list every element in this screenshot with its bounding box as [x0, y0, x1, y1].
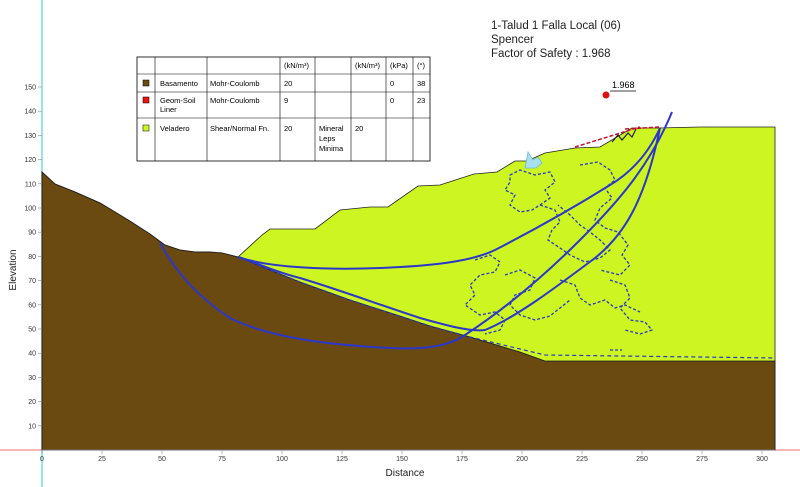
crest-hatch	[611, 128, 637, 143]
material-unit-weight: 20	[284, 124, 292, 133]
material-model: Shear/Normal Fn.	[210, 124, 269, 133]
y-tick-label: 10	[28, 423, 36, 430]
y-tick-label: 130	[24, 133, 36, 140]
table-header-phi: (°)	[417, 61, 425, 70]
x-tick-label: 225	[576, 456, 588, 463]
x-tick-label: 250	[636, 456, 648, 463]
y-tick-label: 80	[28, 254, 36, 261]
analysis-title: 1-Talud 1 Falla Local (06)	[491, 20, 621, 32]
table-header-sat-weight: (kN/m³)	[355, 61, 380, 70]
material-function-line1: Mineral	[319, 124, 344, 133]
material-swatch-basamento	[142, 79, 150, 87]
material-phi: 38	[417, 79, 425, 88]
y-tick-label: 70	[28, 278, 36, 285]
y-tick-label: 140	[24, 109, 36, 116]
x-tick-label: 275	[696, 456, 708, 463]
x-tick-label: 75	[218, 456, 226, 463]
slip-surfaces	[159, 111, 673, 350]
critical-center-point	[602, 91, 610, 99]
y-tick-label: 30	[28, 375, 36, 382]
y-tick-label: 90	[28, 230, 36, 237]
material-sat-weight: 20	[355, 124, 363, 133]
x-tick-label: 200	[516, 456, 528, 463]
material-name: Veladero	[160, 124, 190, 133]
material-function-line2: Leps	[319, 134, 336, 143]
table-header-unit-weight: (kN/m³)	[284, 61, 309, 70]
critical-fos-label: 1.968	[612, 80, 635, 90]
internal-liner-dashed	[237, 256, 776, 359]
materials-table: (kN/m³) (kN/m³) (kPa) (°) Basamento Mohr…	[136, 56, 431, 162]
x-tick-label: 25	[98, 456, 106, 463]
y-tick-label: 110	[25, 181, 36, 188]
material-function-line3: Minima	[319, 144, 344, 153]
phreatic-marker	[524, 150, 543, 169]
material-unit-weight: 20	[284, 79, 292, 88]
material-name-line1: Geom-Soil	[160, 96, 196, 105]
x-tick-label: 50	[158, 456, 166, 463]
material-cohesion: 0	[390, 96, 394, 105]
material-swatch-liner	[142, 96, 150, 104]
material-unit-weight: 9	[284, 96, 288, 105]
y-tick-label: 40	[28, 351, 36, 358]
x-tick-label: 125	[336, 456, 348, 463]
x-tick-label: 100	[276, 456, 288, 463]
y-tick-label: 120	[24, 157, 36, 164]
x-axis-ticks: 0 25 50 75 100 125 150 175 200 225 250 275 300	[40, 450, 768, 463]
x-tick-label: 175	[456, 456, 468, 463]
material-name-line2: Liner	[160, 105, 177, 114]
liner-segment-1	[574, 126, 641, 148]
analysis-method: Spencer	[491, 34, 534, 46]
table-header-cohesion: (kPa)	[390, 61, 408, 70]
x-tick-label: 150	[396, 456, 408, 463]
material-name: Basamento	[160, 79, 198, 88]
x-tick-label: 0	[40, 456, 44, 463]
material-swatch-veladero	[142, 124, 150, 132]
y-tick-label: 20	[28, 399, 36, 406]
y-axis-ticks: 10 20 30 40 50 60 70 80 90 100 110 120 130 140 150	[24, 85, 42, 430]
material-model: Mohr-Coulomb	[210, 96, 260, 105]
factor-of-safety: Factor of Safety : 1.968	[491, 48, 611, 60]
x-axis-title: Distance	[386, 468, 425, 479]
y-tick-label: 100	[24, 206, 36, 213]
x-tick-label: 300	[756, 456, 768, 463]
material-model: Mohr-Coulomb	[210, 79, 260, 88]
material-cohesion: 0	[390, 79, 394, 88]
y-tick-label: 50	[28, 327, 36, 334]
material-phi: 23	[417, 96, 425, 105]
y-tick-label: 60	[28, 302, 36, 309]
y-axis-title: Elevation	[8, 249, 19, 290]
y-tick-label: 150	[24, 85, 36, 92]
